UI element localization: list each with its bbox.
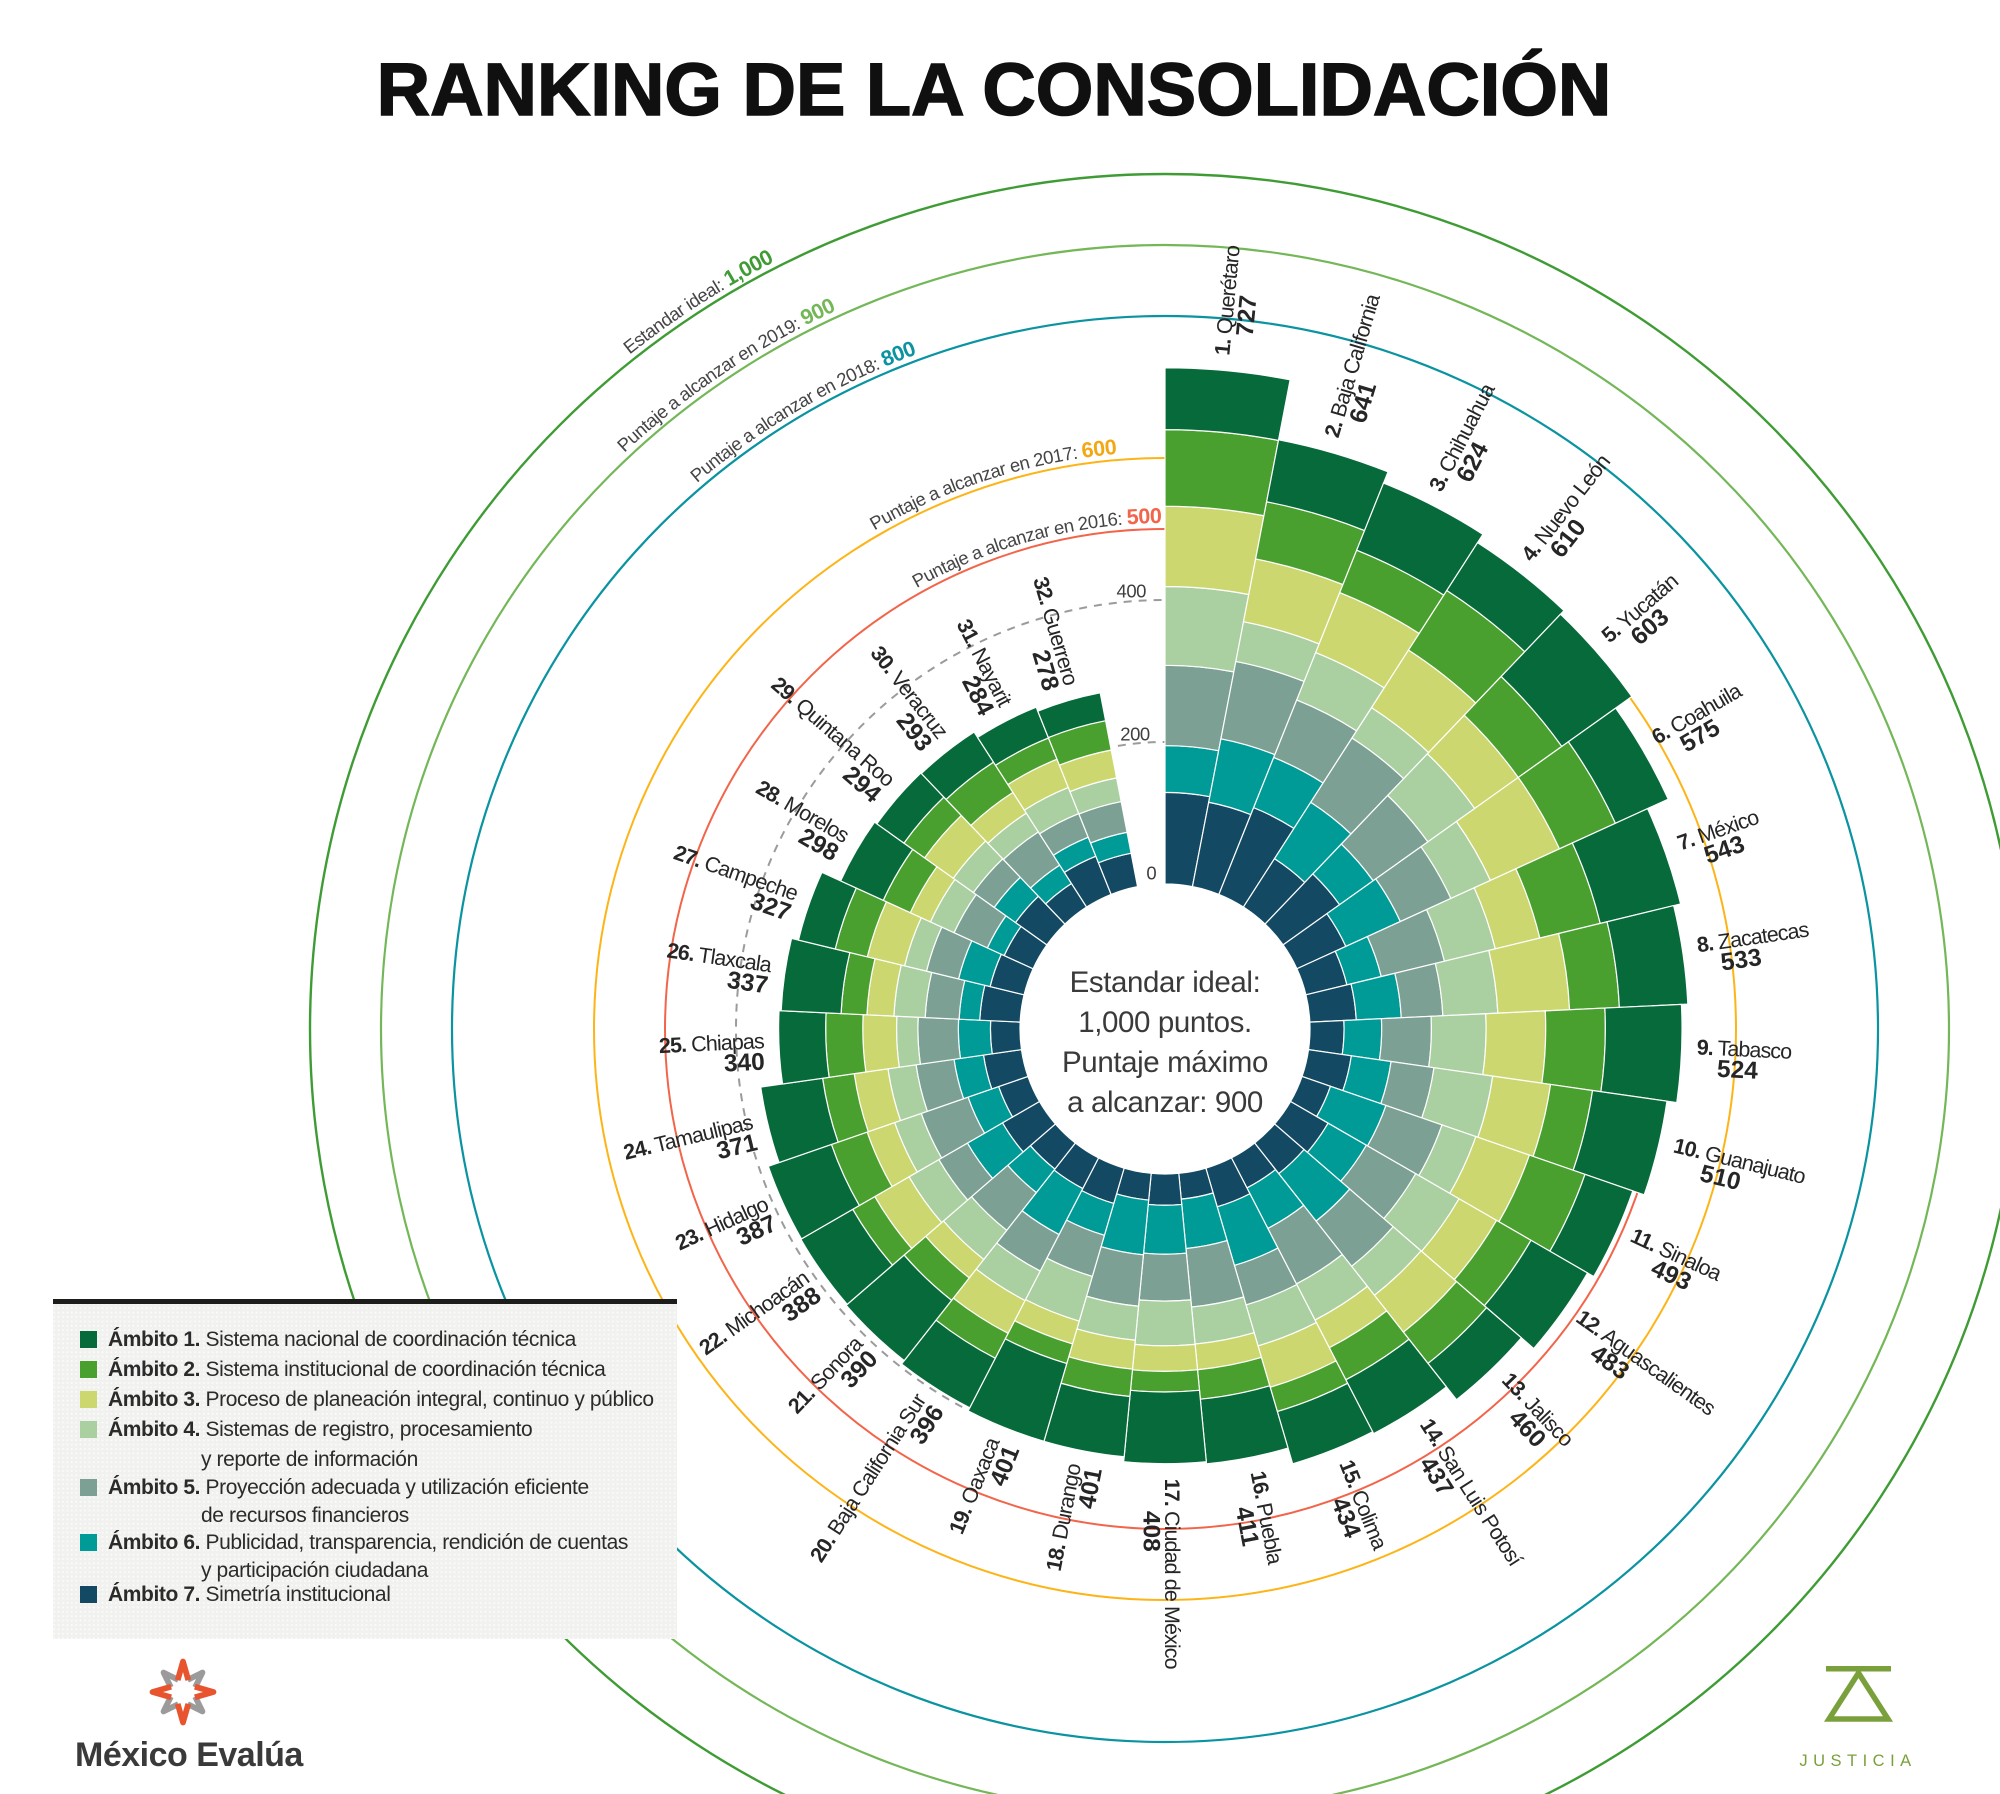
- svg-text:400: 400: [1117, 580, 1147, 601]
- svg-text:9. Tabasco524: 9. Tabasco524: [1695, 1035, 1793, 1086]
- svg-text:Puntaje máximo: Puntaje máximo: [1062, 1046, 1268, 1079]
- svg-text:Ámbito 4. Sistemas de registro: Ámbito 4. Sistemas de registro, procesam…: [108, 1418, 532, 1441]
- svg-text:0: 0: [1146, 863, 1156, 884]
- svg-text:Ámbito 3. Proceso de planeació: Ámbito 3. Proceso de planeación integral…: [108, 1388, 654, 1411]
- svg-text:RANKING DE LA CONSOLIDACIÓN: RANKING DE LA CONSOLIDACIÓN: [377, 48, 1612, 131]
- svg-text:Estandar ideal:: Estandar ideal:: [1070, 966, 1261, 999]
- svg-text:Ámbito 7. Simetría institucion: Ámbito 7. Simetría institucional: [108, 1583, 390, 1606]
- svg-text:de recursos financieros: de recursos financieros: [201, 1504, 409, 1527]
- svg-text:y reporte de información: y reporte de información: [201, 1448, 418, 1471]
- svg-text:1,000 puntos.: 1,000 puntos.: [1078, 1006, 1252, 1039]
- svg-text:Ámbito 1. Sistema nacional de: Ámbito 1. Sistema nacional de coordinaci…: [108, 1328, 577, 1351]
- svg-text:y participación ciudadana: y participación ciudadana: [201, 1559, 429, 1582]
- svg-text:México Evalúa: México Evalúa: [75, 1736, 304, 1774]
- svg-text:200: 200: [1120, 724, 1150, 745]
- svg-text:a alcanzar: 900: a alcanzar: 900: [1067, 1086, 1263, 1119]
- svg-text:Ámbito 6. Publicidad, transpar: Ámbito 6. Publicidad, transparencia, ren…: [108, 1531, 628, 1554]
- svg-text:17. Ciudad de México408: 17. Ciudad de México408: [1138, 1479, 1185, 1670]
- svg-text:JUSTICIA: JUSTICIA: [1799, 1752, 1916, 1770]
- svg-text:Ámbito 2. Sistema instituciona: Ámbito 2. Sistema institucional de coord…: [108, 1358, 606, 1381]
- svg-text:Ámbito 5. Proyección adecuada: Ámbito 5. Proyección adecuada y utilizac…: [108, 1476, 589, 1499]
- svg-text:25. Chiapas340: 25. Chiapas340: [658, 1029, 765, 1080]
